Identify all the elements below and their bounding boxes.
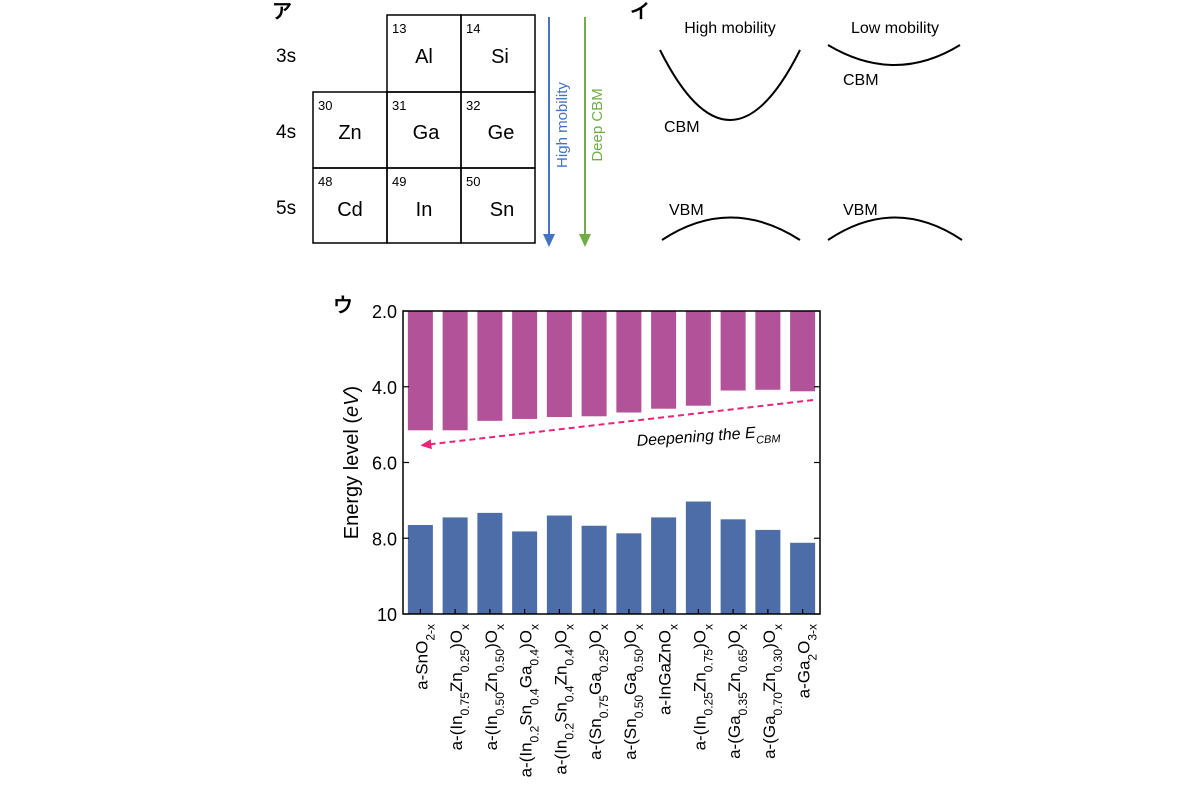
x-category-label-7: a-(Sn0.50Ga0.50)Ox xyxy=(621,624,646,760)
element-number-cd: 48 xyxy=(318,174,332,189)
low-mobility-vbm-curve xyxy=(827,216,963,241)
element-symbol-al: Al xyxy=(415,46,433,68)
element-symbol-si: Si xyxy=(491,46,509,68)
high-mobility-arrow-label: High mobility xyxy=(554,82,571,168)
row-label-5s: 5s xyxy=(276,198,296,219)
vbm-bar-1 xyxy=(407,524,433,614)
vbm-bar-5 xyxy=(546,515,572,614)
vbm-bar-12 xyxy=(790,542,816,614)
panel-label-a: ア xyxy=(272,0,292,23)
element-number-zn: 30 xyxy=(318,98,332,113)
cbm-bar-4 xyxy=(512,311,538,419)
row-label-4s: 4s xyxy=(276,122,296,143)
x-category-label-2: a-(In0.75Zn0.25)Ox xyxy=(447,624,472,750)
y-tick-label-3: 6.0 xyxy=(372,454,397,474)
panel-label-b: イ xyxy=(630,0,650,23)
deepening-ecbm-arrow xyxy=(430,399,814,446)
y-axis-label: Energy level (eV) xyxy=(341,386,363,539)
vbm-bar-7 xyxy=(616,533,642,614)
low-mobility-vbm-label: VBM xyxy=(843,202,878,219)
y-tick-label-1: 2.0 xyxy=(372,302,397,322)
low-mobility-title: Low mobility xyxy=(851,20,939,37)
element-symbol-sn: Sn xyxy=(490,199,514,221)
element-number-sn: 50 xyxy=(466,174,480,189)
element-symbol-cd: Cd xyxy=(337,199,363,221)
element-number-ga: 31 xyxy=(392,98,406,113)
y-tick-label-2: 4.0 xyxy=(372,378,397,398)
x-category-label-5: a-(In0.2Sn0.4Zn0.4)Ox xyxy=(551,624,576,775)
deep-cbm-arrow-label: Deep CBM xyxy=(589,88,606,161)
element-number-ge: 32 xyxy=(466,98,480,113)
y-tick-label-4: 8.0 xyxy=(372,529,397,549)
x-category-label-10: a-(Ga0.35Zn0.65)Ox xyxy=(725,624,750,759)
x-category-label-12: a-Ga2O3-x xyxy=(795,624,820,698)
cbm-bar-5 xyxy=(546,311,572,418)
cbm-bar-1 xyxy=(407,311,433,431)
cbm-bar-3 xyxy=(477,311,503,421)
low-mobility-cbm-curve xyxy=(827,44,961,66)
x-category-label-6: a-(Sn0.75Ga0.25)Ox xyxy=(586,624,611,760)
cbm-bar-10 xyxy=(720,311,746,391)
low-mobility-cbm-label: CBM xyxy=(843,72,879,89)
vbm-bar-4 xyxy=(512,531,538,614)
element-number-in: 49 xyxy=(392,174,406,189)
deepening-ecbm-label: Deepening the ECBM xyxy=(636,423,782,455)
element-number-si: 14 xyxy=(466,21,480,36)
cbm-bar-11 xyxy=(755,311,781,390)
band-diagram-panel: イ High mobility Low mobility CBM CBM VBM… xyxy=(630,0,963,241)
high-mobility-arrow xyxy=(543,17,555,247)
element-symbol-zn: Zn xyxy=(338,122,361,144)
deep-cbm-arrow xyxy=(579,17,591,247)
x-category-label-4: a-(In0.2Sn0.4Ga0.4)Ox xyxy=(517,624,542,777)
cbm-bar-8 xyxy=(651,311,677,409)
cbm-bar-6 xyxy=(581,311,607,417)
x-category-label-3: a-(In0.50Zn0.50)Ox xyxy=(482,624,507,750)
periodic-table-panel: ア 3s 4s 5s 13 14 30 31 32 48 49 50 Al Si… xyxy=(272,0,606,247)
x-category-label-8: a-InGaZnOx xyxy=(656,624,681,715)
element-number-al: 13 xyxy=(392,21,406,36)
element-symbol-ge: Ge xyxy=(488,122,515,144)
cbm-bar-9 xyxy=(685,311,711,406)
high-mobility-cbm-label: CBM xyxy=(664,119,700,136)
high-mobility-title: High mobility xyxy=(684,20,776,37)
vbm-bar-11 xyxy=(755,529,781,614)
y-tick-label-5: 10 xyxy=(377,605,397,625)
element-symbol-ga: Ga xyxy=(413,122,441,144)
x-category-label-9: a-(In0.25Zn0.75)Ox xyxy=(690,624,715,750)
vbm-bar-9 xyxy=(685,501,711,614)
x-category-label-11: a-(Ga0.70Zn0.30)Ox xyxy=(760,624,785,759)
x-category-label-1: a-SnO2-x xyxy=(412,624,437,690)
high-mobility-vbm-curve xyxy=(661,216,801,241)
vbm-bar-8 xyxy=(651,517,677,614)
high-mobility-cbm-curve xyxy=(659,49,801,121)
element-symbol-in: In xyxy=(416,199,433,221)
cbm-bar-2 xyxy=(442,311,468,431)
row-label-3s: 3s xyxy=(276,46,296,67)
panel-label-c: ウ xyxy=(333,293,353,317)
deepening-ecbm-arrowhead xyxy=(420,439,432,450)
cbm-bar-7 xyxy=(616,311,642,413)
vbm-bar-2 xyxy=(442,517,468,614)
vbm-bar-6 xyxy=(581,525,607,614)
vbm-bar-3 xyxy=(477,512,503,614)
cbm-bar-12 xyxy=(790,311,816,392)
vbm-bar-10 xyxy=(720,519,746,614)
element-grid xyxy=(312,14,536,244)
high-mobility-vbm-label: VBM xyxy=(669,202,704,219)
